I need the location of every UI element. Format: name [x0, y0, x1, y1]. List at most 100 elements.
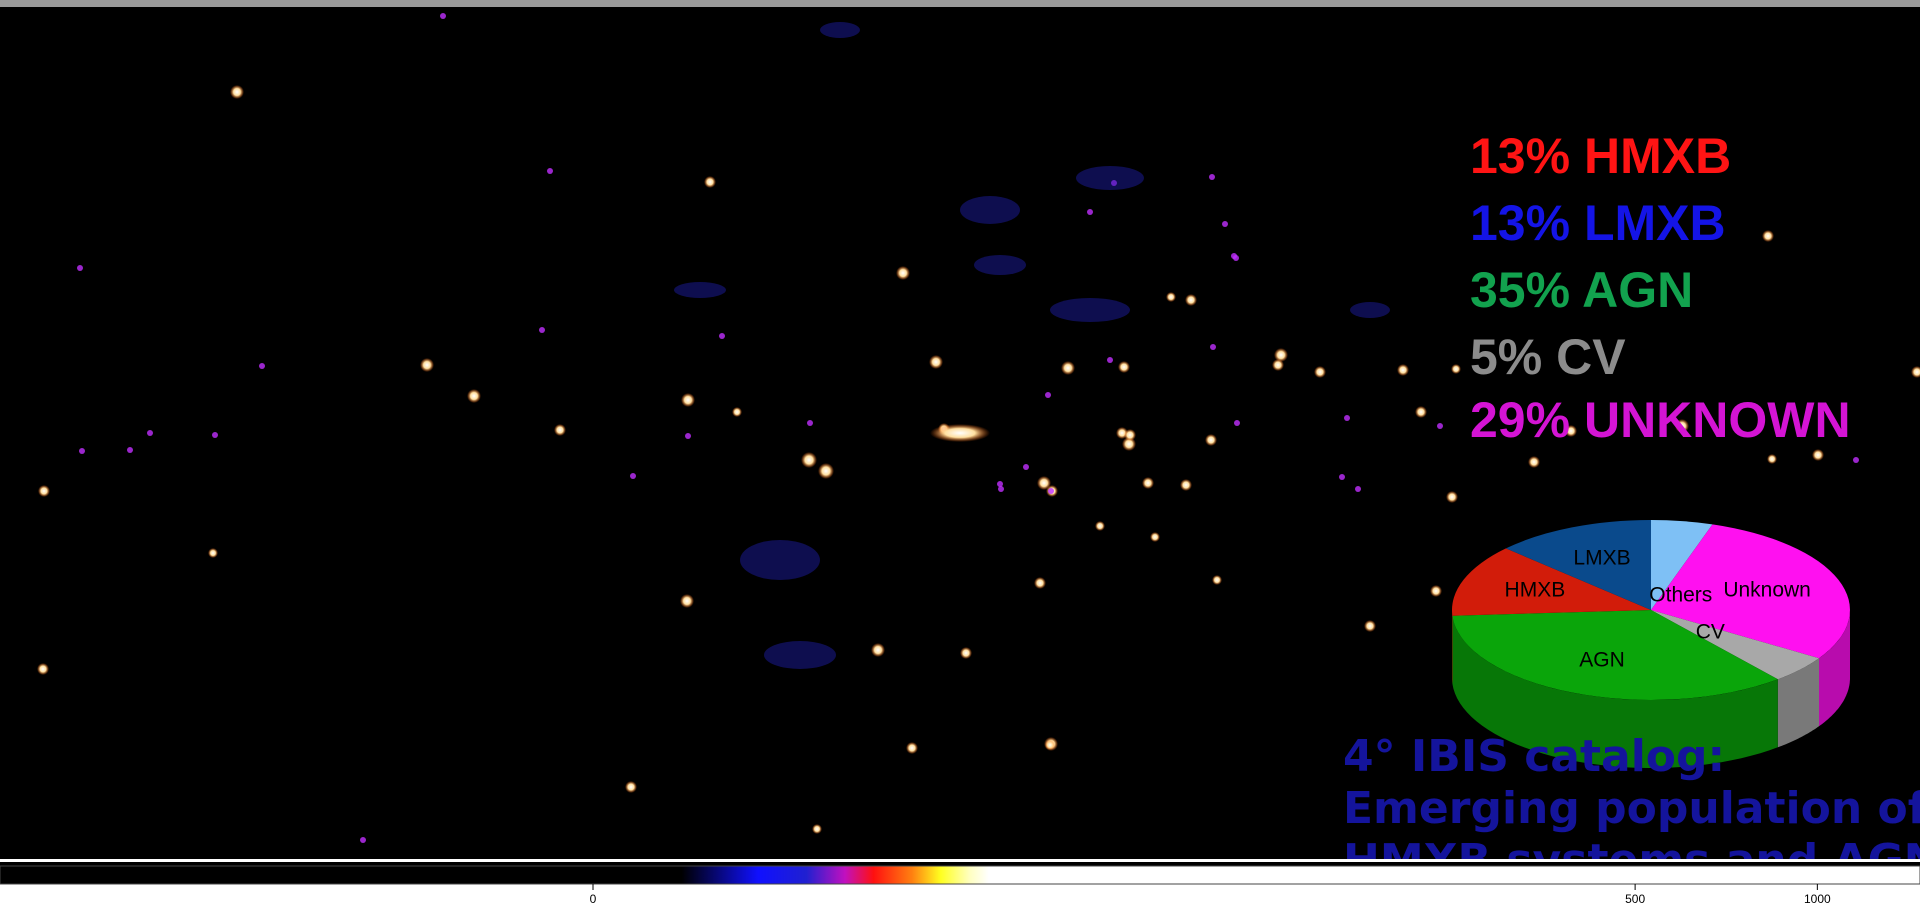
- diffuse-emission: [1076, 166, 1144, 190]
- source: [732, 407, 742, 417]
- source: [1150, 532, 1160, 542]
- faint-source: [1853, 457, 1859, 463]
- source: [208, 548, 218, 558]
- faint-source: [539, 327, 545, 333]
- source: [812, 824, 822, 834]
- faint-source: [1344, 415, 1350, 421]
- source: [704, 176, 716, 188]
- faint-source: [440, 13, 446, 19]
- top-bar: [0, 0, 1920, 7]
- legend-entry: 5% CV: [1470, 329, 1626, 385]
- diffuse-emission: [974, 255, 1026, 275]
- source: [1272, 359, 1284, 371]
- sky-image-view: 13% HMXB13% LMXB35% AGN5% CV29% UNKNOWN …: [0, 0, 1920, 909]
- faint-source: [1437, 423, 1443, 429]
- slice-label: AGN: [1579, 649, 1625, 672]
- legend-entry: 35% AGN: [1470, 262, 1693, 318]
- page: {"chart_data": {"type": "pie", "categori…: [0, 0, 1920, 909]
- source: [1166, 292, 1176, 302]
- diffuse-emission: [1350, 302, 1390, 318]
- source: [906, 742, 918, 754]
- source: [1185, 294, 1197, 306]
- source: [871, 643, 885, 657]
- source: [1767, 454, 1777, 464]
- diffuse-emission: [740, 540, 820, 580]
- source: [1415, 406, 1427, 418]
- faint-source: [1222, 221, 1228, 227]
- source: [681, 393, 695, 407]
- faint-source: [685, 433, 691, 439]
- source: [420, 358, 434, 372]
- diffuse-emission: [960, 196, 1020, 224]
- source: [1446, 491, 1458, 503]
- faint-source: [1107, 357, 1113, 363]
- faint-source: [1087, 209, 1093, 215]
- source: [1124, 429, 1136, 441]
- annotation-line: Emerging population of: [1343, 783, 1920, 834]
- slice-label: LMXB: [1573, 546, 1630, 569]
- source: [1205, 434, 1217, 446]
- source: [1314, 366, 1326, 378]
- source: [1061, 361, 1075, 375]
- slice-label: CV: [1696, 620, 1725, 643]
- diffuse-emission: [674, 282, 726, 298]
- faint-source: [1231, 253, 1237, 259]
- faint-source: [79, 448, 85, 454]
- source: [896, 266, 910, 280]
- source: [1430, 585, 1442, 597]
- faint-source: [807, 420, 813, 426]
- faint-source: [1210, 344, 1216, 350]
- colorbar-tick-label: 0: [590, 892, 597, 906]
- source: [1762, 230, 1774, 242]
- slice-label: Others: [1649, 583, 1712, 606]
- source: [1034, 577, 1046, 589]
- faint-source: [147, 430, 153, 436]
- colorbar-tick-label: 1000: [1804, 892, 1831, 906]
- source: [38, 485, 50, 497]
- colorbar-tick-label: 500: [1625, 892, 1645, 906]
- source: [1142, 477, 1154, 489]
- source: [960, 647, 972, 659]
- faint-source: [1355, 486, 1361, 492]
- source: [1180, 479, 1192, 491]
- faint-source: [1339, 474, 1345, 480]
- faint-source: [630, 473, 636, 479]
- slice-label: HMXB: [1505, 579, 1566, 602]
- faint-source: [212, 432, 218, 438]
- source: [1364, 620, 1376, 632]
- annotation-line: 4° IBIS catalog:: [1343, 731, 1725, 782]
- legend-entry: 13% HMXB: [1470, 128, 1731, 184]
- source: [467, 389, 481, 403]
- source: [625, 781, 637, 793]
- faint-source: [1234, 420, 1240, 426]
- faint-source: [997, 481, 1003, 487]
- faint-source: [1209, 174, 1215, 180]
- source: [1212, 575, 1222, 585]
- source: [801, 452, 817, 468]
- faint-source: [998, 486, 1004, 492]
- source: [818, 463, 834, 479]
- source: [1045, 740, 1055, 750]
- source: [1451, 364, 1461, 374]
- source: [1812, 449, 1824, 461]
- source: [929, 355, 943, 369]
- source: [680, 594, 694, 608]
- source: [1528, 456, 1540, 468]
- faint-source: [1045, 392, 1051, 398]
- legend-entry: 29% UNKNOWN: [1470, 392, 1851, 448]
- source: [1095, 521, 1105, 531]
- faint-source: [360, 837, 366, 843]
- bright-source: [930, 424, 990, 442]
- slice-label: Unknown: [1723, 579, 1811, 602]
- legend-entry: 13% LMXB: [1470, 195, 1726, 251]
- faint-source: [719, 333, 725, 339]
- faint-source: [1048, 488, 1054, 494]
- source: [37, 663, 49, 675]
- source: [230, 85, 244, 99]
- diffuse-emission: [820, 22, 860, 38]
- colorbar: [0, 866, 1920, 884]
- faint-source: [1023, 464, 1029, 470]
- faint-source: [77, 265, 83, 271]
- diffuse-emission: [1050, 298, 1130, 322]
- faint-source: [547, 168, 553, 174]
